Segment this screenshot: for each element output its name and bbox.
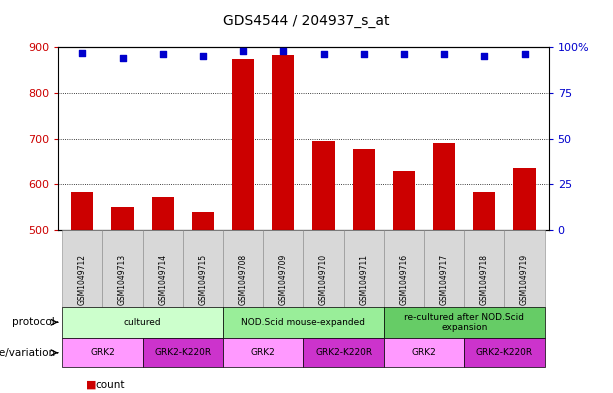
Text: GSM1049711: GSM1049711 bbox=[359, 253, 368, 305]
Bar bbox=[313, 141, 335, 230]
Text: GRK2-K220R: GRK2-K220R bbox=[154, 348, 211, 357]
Text: GSM1049716: GSM1049716 bbox=[400, 253, 408, 305]
Bar bbox=[473, 193, 495, 230]
Text: genotype/variation: genotype/variation bbox=[0, 348, 55, 358]
Point bbox=[158, 51, 167, 58]
Text: GRK2-K220R: GRK2-K220R bbox=[315, 348, 372, 357]
Bar bbox=[112, 207, 134, 230]
Point bbox=[399, 51, 409, 58]
Bar bbox=[232, 59, 254, 230]
Bar bbox=[151, 197, 174, 230]
Point bbox=[198, 53, 208, 59]
Text: GSM1049710: GSM1049710 bbox=[319, 253, 328, 305]
Bar bbox=[393, 171, 415, 230]
Text: GRK2-K220R: GRK2-K220R bbox=[476, 348, 533, 357]
Text: GSM1049715: GSM1049715 bbox=[199, 253, 207, 305]
Text: GSM1049713: GSM1049713 bbox=[118, 253, 127, 305]
Bar bbox=[192, 211, 214, 230]
Text: GDS4544 / 204937_s_at: GDS4544 / 204937_s_at bbox=[223, 14, 390, 28]
Text: cultured: cultured bbox=[124, 318, 161, 327]
Bar bbox=[514, 168, 536, 230]
Text: GSM1049712: GSM1049712 bbox=[78, 253, 87, 305]
Point bbox=[440, 51, 449, 58]
Bar bbox=[433, 143, 455, 230]
Text: GRK2: GRK2 bbox=[412, 348, 436, 357]
Point bbox=[118, 55, 128, 61]
Bar bbox=[71, 193, 93, 230]
Text: re-cultured after NOD.Scid
expansion: re-cultured after NOD.Scid expansion bbox=[404, 312, 524, 332]
Text: GRK2: GRK2 bbox=[90, 348, 115, 357]
Text: GSM1049714: GSM1049714 bbox=[158, 253, 167, 305]
Text: NOD.Scid mouse-expanded: NOD.Scid mouse-expanded bbox=[242, 318, 365, 327]
Bar bbox=[272, 55, 294, 230]
Point bbox=[319, 51, 329, 58]
Text: GRK2: GRK2 bbox=[251, 348, 276, 357]
Text: GSM1049718: GSM1049718 bbox=[480, 253, 489, 305]
Text: protocol: protocol bbox=[12, 317, 55, 327]
Point bbox=[479, 53, 489, 59]
Point bbox=[278, 48, 288, 54]
Point bbox=[77, 50, 87, 56]
Text: GSM1049708: GSM1049708 bbox=[238, 253, 248, 305]
Bar bbox=[352, 149, 375, 230]
Point bbox=[359, 51, 368, 58]
Point bbox=[238, 48, 248, 54]
Text: GSM1049709: GSM1049709 bbox=[279, 253, 288, 305]
Point bbox=[520, 51, 530, 58]
Text: ■: ■ bbox=[86, 380, 96, 390]
Text: GSM1049717: GSM1049717 bbox=[440, 253, 449, 305]
Text: GSM1049719: GSM1049719 bbox=[520, 253, 529, 305]
Text: count: count bbox=[95, 380, 124, 390]
